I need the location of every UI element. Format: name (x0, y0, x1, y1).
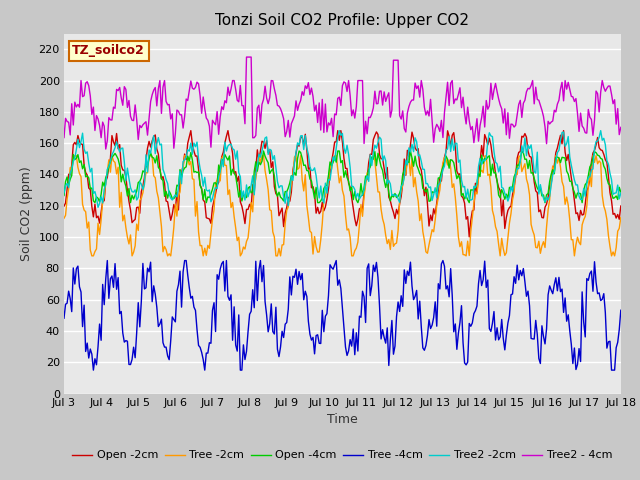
Tree -2cm (88, 253, 96, 259)
Tree2 -2cm (335, 128, 343, 133)
Open -2cm (552, 150, 559, 156)
Tree2 - 4cm (243, 54, 250, 60)
Tree -4cm (104, 258, 111, 264)
Tree -2cm (71, 153, 79, 158)
Tree -2cm (167, 253, 175, 259)
Open -4cm (380, 177, 388, 183)
X-axis label: Time: Time (327, 413, 358, 426)
Tree -4cm (90, 367, 97, 373)
Tree -4cm (399, 303, 406, 309)
Tree -2cm (77, 174, 85, 180)
Tree2 - 4cm (165, 102, 173, 108)
Open -2cm (379, 156, 387, 161)
Line: Tree2 -2cm: Tree2 -2cm (64, 131, 621, 207)
Tree2 -2cm (399, 181, 406, 187)
Line: Open -2cm: Open -2cm (64, 131, 621, 237)
Tree2 -2cm (412, 135, 419, 141)
Tree -4cm (167, 338, 175, 344)
Line: Tree -2cm: Tree -2cm (64, 156, 621, 256)
Open -2cm (60, 203, 68, 209)
Tree2 - 4cm (380, 89, 388, 95)
Tree2 -2cm (165, 192, 173, 197)
Tree2 - 4cm (60, 135, 68, 141)
Text: TZ_soilco2: TZ_soilco2 (72, 44, 145, 58)
Open -2cm (465, 234, 473, 240)
Tree2 -2cm (617, 190, 625, 196)
Tree2 - 4cm (102, 146, 109, 152)
Open -4cm (552, 155, 559, 160)
Open -2cm (76, 139, 83, 144)
Open -4cm (91, 200, 99, 205)
Y-axis label: Soil CO2 (ppm): Soil CO2 (ppm) (20, 166, 33, 261)
Tree2 - 4cm (76, 104, 83, 110)
Tree2 - 4cm (617, 124, 625, 130)
Tree -2cm (412, 175, 419, 180)
Line: Tree -4cm: Tree -4cm (64, 261, 621, 370)
Tree -2cm (60, 216, 68, 221)
Tree -4cm (412, 293, 419, 299)
Open -4cm (617, 189, 625, 195)
Open -2cm (617, 203, 625, 209)
Tree -4cm (380, 335, 388, 340)
Tree2 - 4cm (552, 109, 559, 115)
Open -4cm (76, 159, 83, 165)
Open -2cm (164, 199, 172, 204)
Tree -4cm (76, 284, 83, 290)
Tree -2cm (380, 221, 388, 227)
Tree -2cm (552, 153, 559, 158)
Tree -4cm (60, 315, 68, 321)
Tree -2cm (399, 182, 406, 188)
Tree -4cm (617, 307, 625, 313)
Tree -4cm (552, 275, 559, 281)
Tree2 -2cm (552, 159, 559, 165)
Tree -2cm (617, 215, 625, 220)
Open -2cm (410, 135, 417, 141)
Open -4cm (412, 153, 419, 159)
Open -4cm (165, 188, 173, 194)
Tree2 -2cm (76, 145, 83, 151)
Line: Tree2 - 4cm: Tree2 - 4cm (64, 57, 621, 149)
Open -4cm (399, 172, 406, 178)
Tree2 -2cm (380, 153, 388, 159)
Tree2 - 4cm (399, 108, 406, 114)
Open -4cm (260, 148, 268, 154)
Tree2 -2cm (60, 190, 68, 196)
Open -2cm (187, 128, 195, 133)
Tree2 - 4cm (412, 80, 419, 86)
Open -4cm (60, 192, 68, 198)
Line: Open -4cm: Open -4cm (64, 151, 621, 203)
Tree2 -2cm (94, 204, 102, 210)
Legend: Open -2cm, Tree -2cm, Open -4cm, Tree -4cm, Tree2 -2cm, Tree2 - 4cm: Open -2cm, Tree -2cm, Open -4cm, Tree -4… (68, 446, 617, 465)
Title: Tonzi Soil CO2 Profile: Upper CO2: Tonzi Soil CO2 Profile: Upper CO2 (216, 13, 469, 28)
Open -2cm (397, 193, 405, 199)
